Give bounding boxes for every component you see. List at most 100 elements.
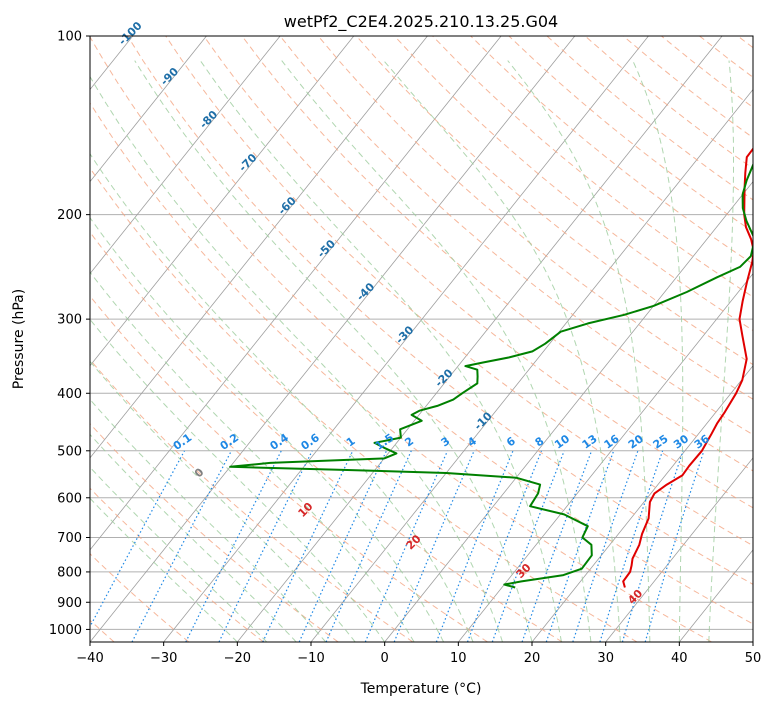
mixing-ratio-label: 16 <box>602 432 622 452</box>
profile-lines <box>229 147 753 589</box>
mixing-ratio-label: 30 <box>671 432 691 452</box>
moist-adiabat <box>281 60 592 642</box>
mixing-ratio-label: 2 <box>402 434 416 449</box>
isotherm-line <box>458 273 753 642</box>
dry-adiabat <box>317 36 753 400</box>
dry-adiabat-label: -10 <box>472 409 495 432</box>
y-axis-label: Pressure (hPa) <box>11 289 27 389</box>
mixing-ratio-label: 3 <box>439 434 453 449</box>
dry-adiabat-label: 30 <box>514 561 534 581</box>
mixing-ratio-line <box>325 450 412 642</box>
x-tick-label: 50 <box>745 651 762 666</box>
moist-adiabat <box>90 152 474 642</box>
dry-adiabat <box>508 36 753 233</box>
isotherm-line <box>0 36 59 642</box>
dry-adiabat <box>90 422 339 642</box>
dry-adiabat <box>90 167 638 642</box>
dry-adiabat <box>90 487 264 642</box>
x-tick-label: −40 <box>76 651 103 666</box>
dry-adiabat-label: -60 <box>276 194 299 217</box>
y-tick-label: 500 <box>57 444 82 459</box>
x-axis-label: Temperature (°C) <box>360 681 482 697</box>
dry-adiabat <box>127 36 753 585</box>
moist-adiabat <box>90 318 386 642</box>
dry-adiabat <box>90 36 753 625</box>
mixing-ratio-line <box>491 450 565 642</box>
dewpoint-profile-line <box>229 162 753 589</box>
y-tick-label: 700 <box>57 531 82 546</box>
mixing-ratio-line <box>364 450 449 642</box>
mixing-ratio-line <box>435 450 514 642</box>
y-tick-label: 1000 <box>49 623 82 638</box>
y-axis-ticks: 100 200 300 400 500 600 700 800 900 1000 <box>49 30 90 638</box>
dry-adiabat <box>90 231 563 642</box>
y-tick-label: 800 <box>57 565 82 580</box>
dry-adiabat-label: -90 <box>158 65 181 88</box>
mixing-ratio-line <box>599 450 664 642</box>
moist-adiabat <box>199 60 562 642</box>
mixing-ratio-line <box>298 450 388 642</box>
mixing-ratio-label: 6 <box>504 434 518 449</box>
mixing-ratio-line <box>545 450 615 642</box>
dry-adiabat-label: 40 <box>625 587 645 607</box>
plot-frame <box>89 35 754 643</box>
dry-adiabat <box>90 295 488 642</box>
mixing-ratio-label: 10 <box>552 432 572 452</box>
mixing-ratio-line <box>262 450 354 642</box>
mixing-ratio-line <box>393 450 475 642</box>
moist-adiabat <box>90 271 415 642</box>
x-tick-label: 0 <box>381 651 389 666</box>
isotherm-line <box>237 36 723 642</box>
moist-adiabat <box>90 433 297 642</box>
dry-adiabat-label: -40 <box>354 280 377 303</box>
dry-adiabat <box>90 553 190 642</box>
moist-adiabat <box>90 216 445 642</box>
x-tick-label: 20 <box>524 651 541 666</box>
x-tick-label: 40 <box>671 651 688 666</box>
y-tick-label: 100 <box>57 30 82 45</box>
x-tick-label: 30 <box>597 651 614 666</box>
dry-adiabat <box>165 36 753 547</box>
isotherm-line <box>90 36 281 275</box>
mixing-ratio-label: 13 <box>580 432 600 451</box>
isotherm-line <box>163 36 649 642</box>
y-tick-label: 600 <box>57 491 82 506</box>
isotherm-line <box>384 180 753 642</box>
mixing-ratio-line <box>218 450 313 642</box>
mixing-ratio-lines <box>90 450 705 642</box>
moist-adiabat <box>90 75 503 642</box>
moist-adiabat <box>134 60 533 642</box>
isotherm-line <box>90 36 576 642</box>
skewed-isotherms <box>0 36 753 642</box>
mixing-ratio-label: 0.2 <box>218 431 241 453</box>
moist-adiabat <box>90 360 356 642</box>
mixing-ratio-line <box>466 450 543 642</box>
dry-adiabat <box>90 102 712 642</box>
dry-adiabat <box>432 36 753 298</box>
dry-adiabat <box>356 36 753 366</box>
moist-adiabat <box>708 60 734 642</box>
dry-adiabat-label: 10 <box>296 500 316 520</box>
dry-adiabat <box>241 36 753 472</box>
isotherm-line <box>531 365 753 642</box>
mixing-ratio-label: 0.1 <box>171 431 194 453</box>
isotherm-line <box>90 36 428 459</box>
dry-adiabat-label: -80 <box>197 108 220 131</box>
y-tick-label: 300 <box>57 313 82 328</box>
dry-adiabats <box>90 36 753 642</box>
dry-adiabat-label: -100 <box>116 19 145 48</box>
y-tick-label: 400 <box>57 387 82 402</box>
dry-adiabat <box>394 36 753 332</box>
dry-adiabat-label: -30 <box>393 323 416 346</box>
temperature-profile-line <box>622 147 753 588</box>
moist-adiabat <box>90 497 238 642</box>
isotherm-line <box>90 36 207 183</box>
mixing-ratio-line <box>185 450 282 642</box>
y-tick-label: 200 <box>57 208 82 223</box>
dry-adiabat-label: -20 <box>432 366 455 389</box>
chart-title: wetPf2_C2E4.2025.210.13.25.G04 <box>284 12 558 32</box>
dry-adiabat <box>546 36 753 201</box>
moist-adiabat <box>507 60 651 642</box>
x-axis-ticks: −40 −30 −20 −10 0 10 20 30 40 50 <box>76 642 761 666</box>
